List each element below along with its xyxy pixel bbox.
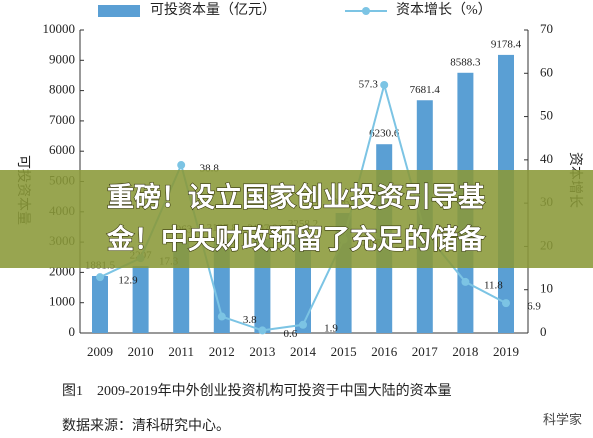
source: 数据来源：清科研究中心。 [62,418,230,434]
x-tick-label: 2014 [290,344,317,359]
line-point [380,80,389,89]
bar-value-label: 7681.4 [410,84,441,96]
y-tick-label: 0 [69,324,76,339]
line-value-label: 3.8 [243,314,257,326]
x-tick-label: 2013 [249,344,275,359]
legend-label: 可投资本量（亿元） [150,2,276,18]
y2-tick-label: 10 [540,281,553,296]
y-tick-label: 10000 [43,21,76,36]
y-tick-label: 7000 [49,112,75,127]
line-value-label: 57.3 [359,79,379,91]
y2-tick-label: 70 [540,21,553,36]
bar [92,275,108,333]
y-tick-label: 9000 [49,51,75,66]
x-tick-label: 2009 [87,344,113,359]
caption: 图1 2009-2019年中外创业投资机构可投资于中国大陆的资本量 [62,383,452,399]
banner-line: 金！中央财政预留了充足的储备 [106,224,486,256]
bar-value-label: 6230.6 [369,128,400,140]
line-point [177,161,186,170]
banner [0,170,593,268]
y-tick-label: 8000 [49,82,75,97]
line-value-label: 6.9 [527,301,541,313]
legend-swatch [362,7,370,15]
line-value-label: 1.9 [324,322,338,334]
x-tick-label: 2012 [209,344,235,359]
line-point [461,277,470,286]
x-tick-label: 2015 [331,344,357,359]
line-point [299,320,307,329]
y2-tick-label: 60 [540,64,553,79]
x-tick-label: 2017 [412,344,439,359]
x-tick-label: 2019 [493,344,519,359]
bar-value-label: 8588.3 [450,56,481,68]
y-tick-label: 6000 [49,142,75,157]
y2-tick-label: 50 [540,108,553,123]
x-tick-label: 2018 [452,344,478,359]
x-tick-label: 2011 [168,344,194,359]
banner-line: 重磅！设立国家创业投资引导基 [107,182,486,214]
legend-swatch [98,5,140,17]
bar [132,266,149,333]
line-value-label: 11.8 [484,279,503,291]
line-point [217,312,226,321]
line-point [502,299,510,308]
y2-tick-label: 0 [540,324,547,339]
line-value-label: 12.9 [118,275,138,287]
line-point [258,326,267,335]
x-tick-label: 2016 [371,344,398,359]
bar-value-label: 9178.4 [491,38,522,50]
x-tick-label: 2010 [128,344,154,359]
legend-label: 资本增长（%） [396,2,492,18]
plot-area: 0100020003000400050006000700080009000100… [15,2,583,359]
line-value-label: 0.6 [284,328,298,340]
y2-tick-label: 40 [540,151,553,166]
watermark: 科学家 [543,412,582,427]
y-tick-label: 1000 [49,294,75,309]
line-point [96,273,104,282]
